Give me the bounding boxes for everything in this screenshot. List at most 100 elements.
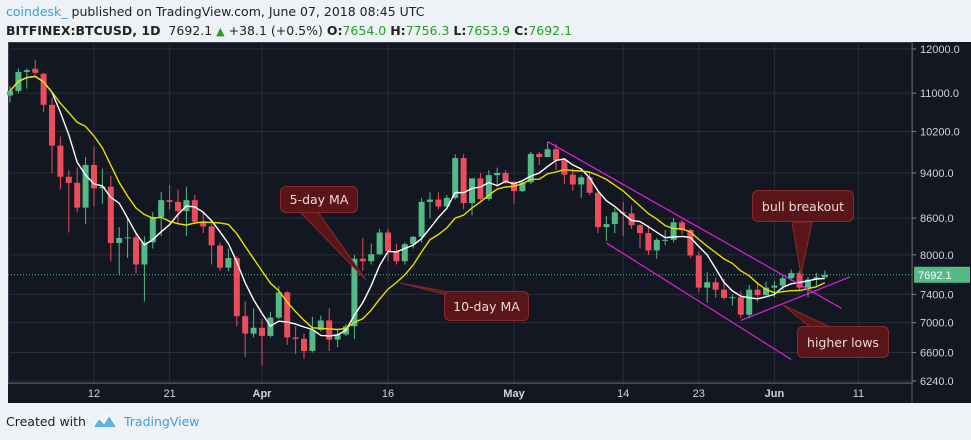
x-tick-label: Apr — [253, 388, 273, 400]
candle-body — [217, 245, 223, 268]
candle — [309, 316, 316, 353]
x-tick-label: 21 — [163, 388, 175, 400]
candle-body — [469, 178, 475, 204]
author-link[interactable]: coindesk_ — [6, 4, 68, 19]
candle-body — [284, 292, 291, 338]
candle — [712, 277, 719, 298]
candle-body — [544, 149, 551, 158]
publish-line: coindesk_ published on TradingView.com, … — [6, 2, 572, 21]
candle — [259, 319, 265, 365]
candle-body — [158, 200, 165, 217]
candle — [284, 291, 291, 345]
candle — [679, 219, 685, 235]
candle — [376, 228, 383, 255]
candle — [133, 233, 139, 273]
candle-body — [301, 338, 307, 351]
candle-body — [309, 329, 316, 351]
x-tick-label: 14 — [617, 388, 629, 400]
candle-body — [208, 226, 215, 246]
created-with-label: Created with — [6, 413, 86, 429]
candle-body — [49, 104, 55, 146]
candle — [443, 195, 450, 207]
tradingview-logo-icon — [92, 413, 118, 428]
candle-body — [410, 236, 417, 245]
price-change: +38.1 (+0.5%) — [228, 23, 323, 38]
candle — [704, 272, 711, 303]
candle-body — [141, 242, 148, 265]
candle-body — [351, 258, 358, 327]
candle-body — [107, 186, 114, 243]
candle-body — [645, 233, 652, 251]
candle-body — [653, 239, 660, 251]
annotation-text: higher lows — [807, 334, 879, 350]
close-value: 7692.1 — [528, 23, 573, 38]
chart-header: coindesk_ published on TradingView.com, … — [6, 2, 572, 41]
candle — [645, 225, 652, 255]
high-value: 7756.3 — [405, 23, 450, 38]
x-tick-label: Jun — [765, 388, 785, 400]
last-price-badge — [914, 266, 970, 283]
x-tick-label: 11 — [853, 388, 864, 400]
annotation-text: 10-day MA — [453, 298, 520, 314]
y-tick-label: 6600.0 — [920, 348, 954, 360]
candle-body — [401, 244, 408, 262]
candle-body — [721, 289, 727, 298]
x-tick-label: 23 — [693, 388, 705, 400]
candle-body — [124, 237, 131, 239]
candle — [359, 238, 366, 271]
candle-body — [452, 158, 459, 198]
candle-body — [477, 178, 484, 200]
candle — [603, 215, 610, 242]
candle — [242, 301, 249, 358]
candle-body — [729, 297, 736, 299]
candle-body — [788, 272, 795, 279]
candle — [435, 192, 442, 210]
candle-body — [536, 153, 543, 158]
candle-body — [334, 334, 341, 340]
candle — [158, 192, 165, 237]
candle-body — [779, 278, 786, 286]
y-tick-label: 11000.0 — [920, 88, 959, 100]
candle-body — [754, 289, 761, 296]
candle — [611, 208, 618, 234]
trendline — [606, 242, 792, 361]
candle-body — [259, 327, 265, 336]
candle-body — [662, 239, 669, 241]
candle — [401, 242, 408, 265]
low-value: 7653.9 — [466, 23, 511, 38]
candle-body — [595, 192, 601, 228]
candle — [536, 151, 543, 165]
candle — [821, 270, 828, 278]
candle — [175, 189, 181, 225]
candle-body — [578, 177, 585, 185]
publish-info: published on TradingView.com, June 07, 2… — [67, 4, 425, 19]
candle — [653, 238, 660, 259]
candle — [729, 294, 736, 306]
candle-body — [712, 282, 719, 290]
candle — [569, 168, 576, 191]
candle-body — [250, 327, 257, 334]
candle-body — [485, 175, 492, 200]
x-tick-label: 16 — [382, 388, 394, 400]
x-tick-label: May — [503, 388, 525, 400]
candle — [788, 269, 795, 281]
candle — [460, 154, 467, 210]
candle-body — [40, 73, 47, 105]
candle-body — [502, 172, 509, 182]
candle — [427, 192, 433, 219]
candle — [494, 167, 501, 187]
candle-body — [435, 199, 442, 207]
candle — [796, 270, 803, 291]
candle — [469, 178, 475, 216]
candle-body — [23, 70, 30, 72]
candle — [250, 308, 257, 338]
candle-body — [393, 251, 400, 262]
candle — [107, 175, 114, 262]
last-price-label: 7692.1 — [918, 270, 952, 282]
candle-body — [149, 216, 156, 243]
candle — [687, 228, 694, 259]
y-tick-label: 6240.0 — [920, 376, 954, 388]
tradingview-link[interactable]: TradingView — [123, 413, 200, 429]
candle-body — [376, 232, 383, 255]
